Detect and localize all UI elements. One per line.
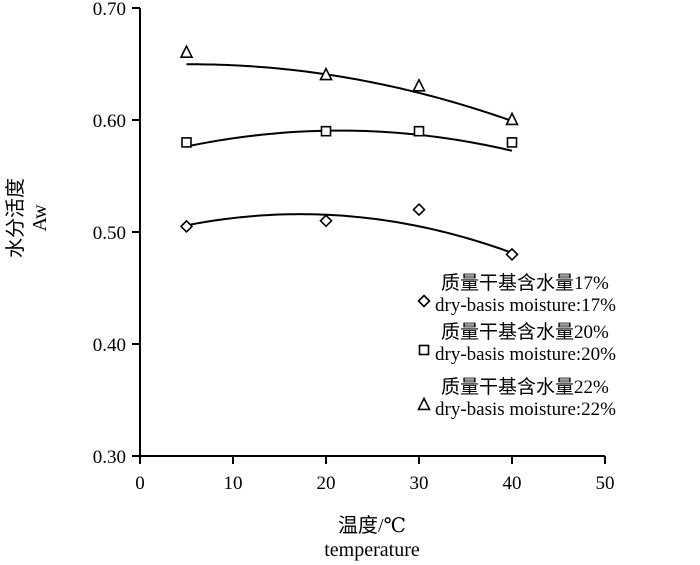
- legend-label-cn: 质量干基含水量17%: [441, 272, 609, 294]
- triangle-data-point: [179, 44, 194, 59]
- y-axis-subtitle: Aw: [29, 204, 51, 232]
- legend-square-icon: [418, 344, 430, 356]
- y-tick-label: 0.60: [93, 111, 126, 132]
- legend-diamond-icon: [417, 294, 431, 308]
- y-axis-title: 水分活度: [4, 178, 27, 258]
- x-axis-subtitle: temperature: [324, 539, 420, 561]
- trend-lines: [186, 63, 513, 254]
- square-series-trend-line: [186, 129, 513, 152]
- y-tick-label: 0.50: [93, 223, 126, 244]
- triangle-data-point: [412, 78, 426, 92]
- diamond-data-point: [179, 219, 194, 234]
- legend-triangle-icon: [417, 396, 431, 411]
- legend-label-cn: 质量干基含水量20%: [441, 321, 609, 343]
- legend-label-en: dry-basis moisture:22%: [435, 399, 616, 420]
- x-tick-label: 10: [224, 473, 243, 494]
- y-tick-label: 0.70: [93, 0, 126, 20]
- legend-label-en: dry-basis moisture:17%: [435, 295, 616, 316]
- square-data-point: [181, 137, 192, 148]
- diamond-data-point: [412, 202, 426, 217]
- legend-label-cn: 质量干基含水量22%: [441, 376, 609, 398]
- x-tick-label: 20: [317, 473, 336, 494]
- diamond-data-point: [505, 247, 519, 262]
- x-tick-label: 30: [410, 473, 429, 494]
- legend-entry: 质量干基含水量22%dry-basis moisture:22%: [417, 376, 616, 420]
- square-data-point: [413, 125, 425, 137]
- y-tick-label: 0.30: [93, 447, 126, 468]
- legend-label-en: dry-basis moisture:20%: [435, 344, 616, 365]
- diamond-series-trend-line: [186, 213, 513, 254]
- markers: [179, 44, 519, 262]
- y-tick-label: 0.40: [93, 335, 126, 356]
- x-tick-label: 40: [503, 473, 522, 494]
- square-data-point: [320, 125, 332, 137]
- legend-entry: 质量干基含水量17%dry-basis moisture:17%: [417, 272, 616, 316]
- x-tick-label: 0: [135, 473, 145, 494]
- square-data-point: [506, 137, 518, 148]
- x-axis-title: 温度/℃: [338, 514, 406, 537]
- diamond-data-point: [319, 214, 333, 228]
- ticks: 0.30 0.40 0.50 0.60 0.70 0 10 20 30 40 50: [93, 0, 615, 494]
- legend-entry: 质量干基含水量20%dry-basis moisture:20%: [418, 321, 616, 365]
- triangle-data-point: [319, 66, 333, 81]
- x-tick-label: 50: [596, 473, 615, 494]
- legend: 质量干基含水量17%dry-basis moisture:17% 质量干基含水量2…: [417, 272, 616, 420]
- triangle-series-trend-line: [186, 63, 513, 122]
- triangle-data-point: [505, 111, 519, 126]
